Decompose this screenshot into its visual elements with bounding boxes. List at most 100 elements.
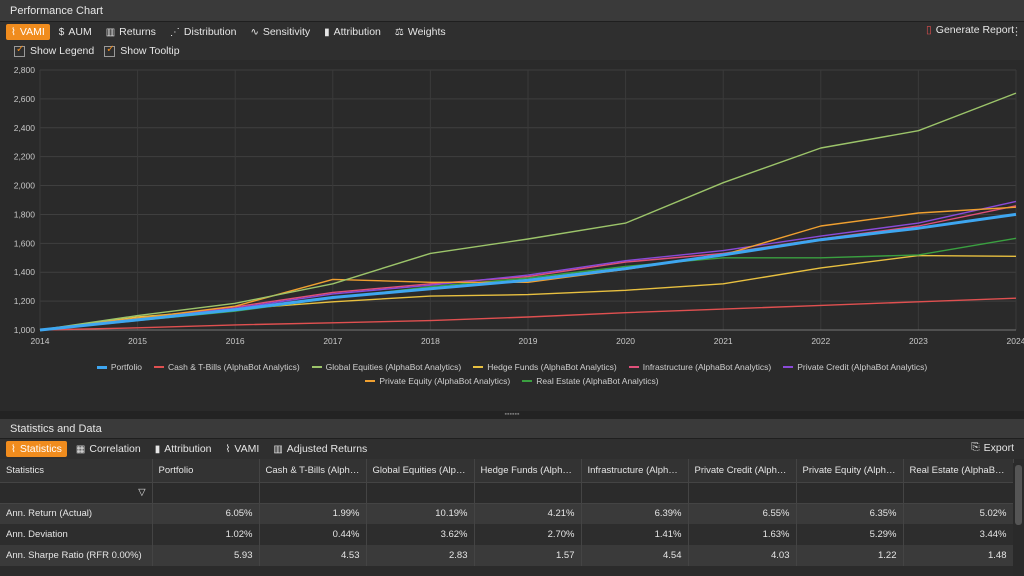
show-legend-label: Show Legend: [30, 45, 95, 57]
filter-cell[interactable]: [796, 482, 904, 504]
performance-chart[interactable]: 1,000 1,200 1,400 1,600 1,800 2,000 2,200 2,400…: [0, 60, 1024, 411]
table-cell: 6.35%: [796, 503, 904, 524]
column-header[interactable]: Infrastructure (AlphaBot Analytics): [581, 459, 689, 483]
series-line: [39, 297, 1017, 331]
column-header[interactable]: Global Equities (AlphaBot Analytics): [366, 459, 475, 483]
table-cell: 5.02%: [903, 503, 1014, 524]
perf-tab-label: Attribution: [333, 26, 381, 38]
filter-cell[interactable]: [152, 482, 260, 504]
table-cell: 6.39%: [581, 503, 689, 524]
table-row[interactable]: Ann. Return (Actual) 6.05% 1.99% 10.19% 4.21…: [0, 503, 1014, 524]
chart-options-row: Show Legend Show Tooltip: [0, 42, 1024, 60]
filter-cell[interactable]: [474, 482, 582, 504]
legend-label: Infrastructure (AlphaBot Analytics): [642, 362, 772, 372]
y-tick-label: 1,600: [14, 238, 36, 248]
more-options-icon[interactable]: ⋮: [1011, 26, 1022, 38]
y-tick-label: 2,000: [14, 181, 36, 191]
table-cell: 1.02%: [152, 524, 260, 545]
scrollbar-thumb[interactable]: [1015, 465, 1022, 525]
checkbox-icon: [104, 44, 116, 57]
x-tick-label: 2016: [226, 336, 245, 346]
column-header[interactable]: Statistics: [0, 459, 153, 483]
stats-tab-correlation[interactable]: ▦ Correlation: [71, 441, 146, 457]
stats-tab-vami[interactable]: ⌇ VAMI: [221, 441, 265, 457]
filter-cell[interactable]: [688, 482, 797, 504]
x-tick-label: 2022: [811, 336, 830, 346]
legend-item[interactable]: Infrastructure (AlphaBot Analytics): [628, 362, 772, 372]
legend-item[interactable]: Global Equities (AlphaBot Analytics): [311, 362, 461, 372]
legend-item[interactable]: Private Equity (AlphaBot Analytics): [365, 376, 510, 386]
stats-tab-statistics[interactable]: ⌇ Statistics: [6, 441, 67, 457]
x-tick-label: 2021: [714, 336, 733, 346]
x-tick-label: 2015: [128, 336, 147, 346]
legend-item[interactable]: Private Credit (AlphaBot Analytics): [783, 362, 927, 372]
filter-cell[interactable]: [903, 482, 1014, 504]
column-header[interactable]: Cash & T-Bills (AlphaBot Analytics): [259, 459, 367, 483]
perf-tab-returns[interactable]: ▥ Returns: [101, 24, 161, 40]
line-chart-icon: ⌇: [11, 26, 16, 38]
stats-tab-attribution[interactable]: ▮ Attribution: [150, 441, 217, 457]
legend-item[interactable]: Cash & T-Bills (AlphaBot Analytics): [154, 362, 300, 372]
export-button[interactable]: ⎘ Export: [971, 441, 1014, 454]
table-cell: 10.19%: [366, 503, 475, 524]
filter-cell[interactable]: [581, 482, 689, 504]
filter-cell[interactable]: [259, 482, 367, 504]
show-tooltip-checkbox[interactable]: Show Tooltip: [104, 44, 180, 57]
column-header[interactable]: Private Equity (AlphaBot Analytics): [796, 459, 904, 483]
line-chart-icon: ⌇: [11, 443, 16, 455]
perf-tab-distribution[interactable]: ⋰ Distribution: [165, 24, 242, 40]
stats-tab-adjusted-returns[interactable]: ▥ Adjusted Returns: [268, 441, 372, 457]
table-cell: 4.21%: [474, 503, 582, 524]
column-header[interactable]: Private Credit (AlphaBot Analytics): [688, 459, 797, 483]
legend-swatch: [311, 366, 322, 368]
legend-item[interactable]: Real Estate (AlphaBot Analytics): [522, 376, 659, 386]
bar-chart-icon: ▥: [105, 26, 116, 38]
table-row[interactable]: Ann. Sharpe Ratio (RFR 0.00%) 5.93 4.53 2.8…: [0, 545, 1014, 566]
table-header-row: Statistics Portfolio Cash & T-Bills (Alpha…: [0, 459, 1014, 483]
stats-tab-label: Statistics: [19, 443, 62, 455]
panel-splitter[interactable]: ▪▪▪▪▪▪: [0, 411, 1024, 419]
table-cell: 6.05%: [152, 503, 260, 524]
perf-tab-sensitivity[interactable]: ∿ Sensitivity: [245, 24, 315, 40]
row-label: Ann. Deviation: [0, 524, 153, 545]
y-tick-label: 2,200: [14, 152, 36, 162]
table-scrollbar[interactable]: [1013, 463, 1024, 576]
vami-line-chart: 1,000 1,200 1,400 1,600 1,800 2,000 2,200 2,400…: [14, 65, 1024, 346]
y-tick-label: 2,600: [14, 94, 36, 104]
pdf-icon: ▯: [926, 24, 932, 36]
performance-panel-title: Performance Chart: [0, 0, 1024, 22]
attribution-icon: ▮: [154, 443, 161, 455]
table-cell: 1.48: [903, 545, 1014, 566]
export-icon: ⎘: [971, 441, 980, 453]
filter-cell[interactable]: [366, 482, 475, 504]
legend-label: Hedge Funds (AlphaBot Analytics): [487, 362, 617, 372]
column-header[interactable]: Real Estate (AlphaBot Analytics): [903, 459, 1014, 483]
show-legend-checkbox[interactable]: Show Legend: [14, 44, 95, 57]
perf-tab-aum[interactable]: $ AUM: [54, 24, 97, 40]
legend-label: Portfolio: [110, 362, 142, 372]
table-cell: 3.62%: [366, 524, 475, 545]
checkbox-icon: [14, 44, 25, 57]
legend-item[interactable]: Hedge Funds (AlphaBot Analytics): [473, 362, 617, 372]
series-line: [39, 206, 1017, 331]
column-header[interactable]: Portfolio: [152, 459, 260, 483]
table-row[interactable]: Ann. Deviation 1.02% 0.44% 3.62% 2.70% 1.41% 1…: [0, 524, 1014, 545]
perf-tab-weights[interactable]: ⚖ Weights: [390, 24, 451, 40]
column-header[interactable]: Hedge Funds (AlphaBot Analytics): [474, 459, 582, 483]
table-cell: 1.57: [474, 545, 582, 566]
dollar-icon: $: [58, 26, 65, 38]
row-label: Ann. Return (Actual): [0, 503, 153, 524]
perf-tab-vami[interactable]: ⌇ VAMI: [6, 24, 50, 40]
x-tick-label: 2019: [519, 336, 538, 346]
legend-swatch: [783, 366, 794, 368]
legend-label: Private Credit (AlphaBot Analytics): [797, 362, 928, 372]
filter-icon[interactable]: ▽: [138, 487, 146, 498]
filter-cell[interactable]: ▽: [0, 482, 153, 504]
perf-tab-attribution[interactable]: ▮ Attribution: [319, 24, 386, 40]
legend-label: Private Equity (AlphaBot Analytics): [379, 376, 511, 386]
x-tick-label: 2023: [909, 336, 928, 346]
series-line: [39, 92, 1017, 331]
table-cell: 4.53: [259, 545, 367, 566]
legend-item[interactable]: Portfolio: [96, 362, 142, 372]
generate-report-button[interactable]: ▯ Generate Report: [926, 24, 1014, 36]
